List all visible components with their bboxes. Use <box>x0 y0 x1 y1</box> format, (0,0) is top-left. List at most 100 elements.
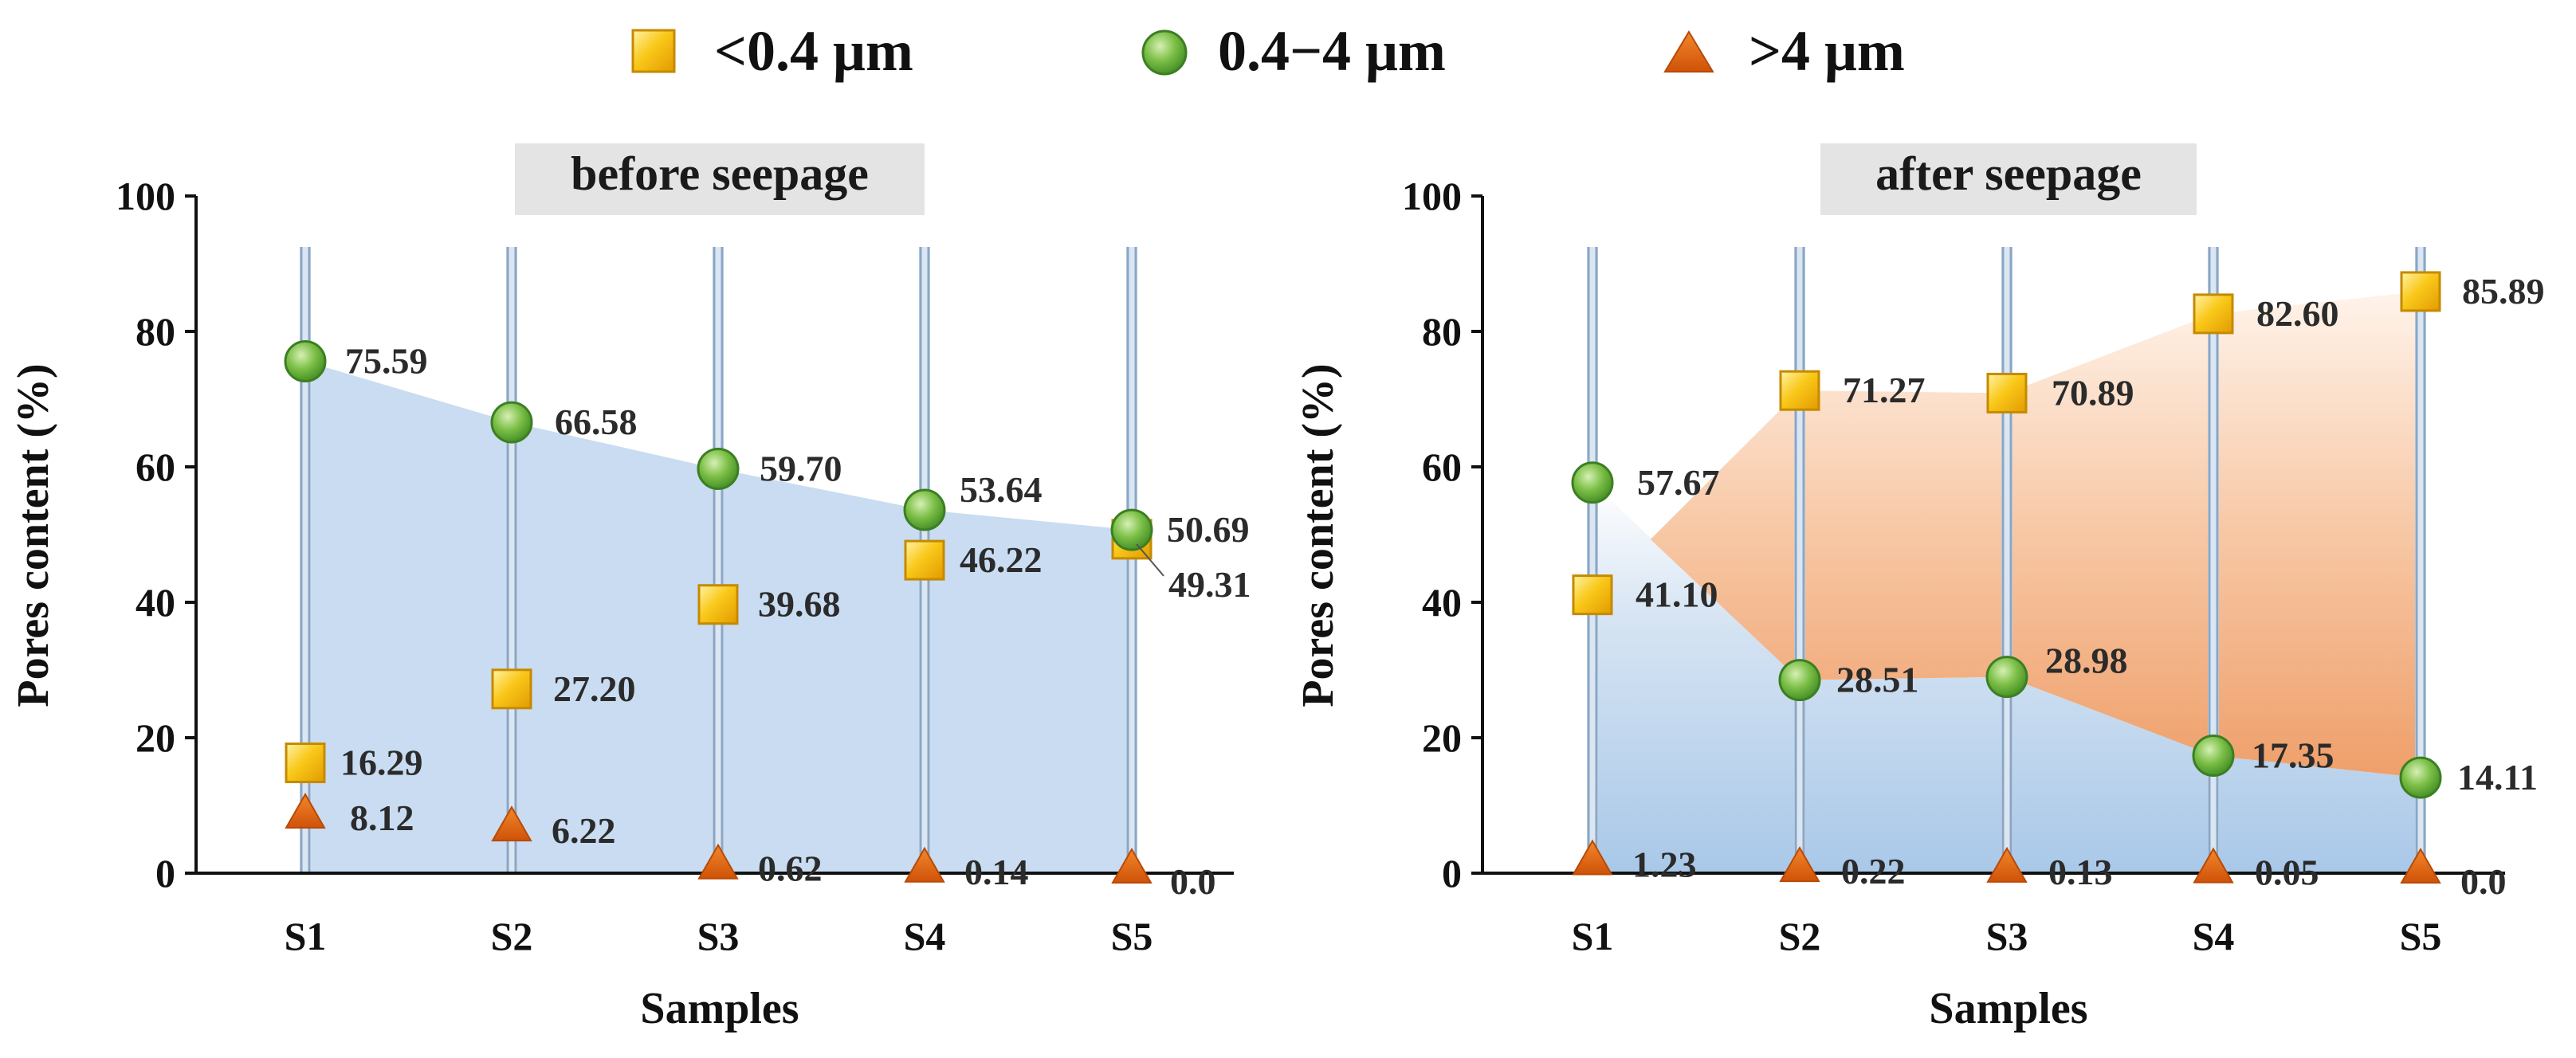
y-tick-label: 60 <box>135 445 175 489</box>
data-label: 17.35 <box>2252 735 2334 776</box>
chart-before-seepage: before seepage 0 20 40 60 80 100 S1 S2 S3 S4 S5 Samp… <box>9 143 1251 1033</box>
legend: <0.4 μm 0.4−4 μm >4 μm <box>631 19 1905 83</box>
data-label: 57.67 <box>1637 462 1720 503</box>
series-small-pores <box>1572 271 2441 616</box>
data-label: 0.22 <box>1841 851 1906 891</box>
data-label: 1.23 <box>1632 844 1697 885</box>
data-point-square <box>2400 271 2441 312</box>
data-point-circle <box>903 488 946 531</box>
y-tick-label: 60 <box>1422 445 1462 489</box>
data-label: 0.62 <box>758 848 823 889</box>
y-tick-label: 100 <box>116 174 175 218</box>
data-label: 27.20 <box>553 668 636 709</box>
legend-label-small: <0.4 μm <box>714 19 913 83</box>
data-label: 0.14 <box>964 852 1029 892</box>
data-label: 0.13 <box>2048 852 2113 892</box>
circle-icon <box>1141 29 1188 76</box>
data-label: 46.22 <box>960 539 1043 580</box>
x-tick-label-S3: S3 <box>1986 914 2028 958</box>
data-point-circle <box>284 339 327 382</box>
data-label: 71.27 <box>1843 370 1926 410</box>
area-fill-small-pores <box>1650 291 2421 778</box>
x-tick-label-S2: S2 <box>491 914 533 958</box>
chart-after-seepage: after seepage 0 20 40 60 80 100 S1 S2 S3 S4 S5 Sampl… <box>1294 143 2545 1033</box>
data-point-triangle <box>2400 847 2441 884</box>
x-tick-label-S5: S5 <box>1111 914 1153 958</box>
data-label: 16.29 <box>340 743 423 783</box>
data-label: 0.0 <box>1170 861 1216 902</box>
data-point-circle <box>1110 508 1153 551</box>
data-label: 39.68 <box>758 584 841 625</box>
data-label: 0.0 <box>2460 861 2507 902</box>
y-axis-label: Pores content (%) <box>1294 363 1343 707</box>
chart-title: before seepage <box>571 147 869 200</box>
series-large-pores <box>1572 839 2441 884</box>
data-point-square <box>697 584 739 625</box>
data-point-circle <box>1778 659 1821 702</box>
legend-item-medium-pores: 0.4−4 μm <box>1141 19 1446 83</box>
data-point-square <box>2193 293 2234 335</box>
x-tick-label-S5: S5 <box>2400 914 2442 958</box>
data-label: 28.98 <box>2045 641 2128 681</box>
data-point-triangle <box>1572 839 1613 876</box>
data-point-circle <box>490 401 533 444</box>
data-point-square <box>285 743 326 784</box>
y-axis-label: Pores content (%) <box>9 363 58 707</box>
y-tick-label: 40 <box>1422 580 1462 625</box>
data-label: 66.58 <box>555 402 638 442</box>
y-tick-label: 0 <box>155 851 175 895</box>
chart-title-box <box>515 143 925 215</box>
data-point-triangle <box>1111 847 1153 884</box>
y-tick-label: 40 <box>135 580 175 625</box>
data-point-triangle <box>1986 846 2028 883</box>
y-tick-label: 80 <box>135 309 175 354</box>
data-point-square <box>1779 370 1820 411</box>
data-label: 28.51 <box>1836 660 1919 700</box>
data-label: 75.59 <box>345 340 428 381</box>
y-tick-label: 20 <box>1422 715 1462 760</box>
chart-title: after seepage <box>1875 147 2142 200</box>
series-medium-pores <box>1571 461 2442 799</box>
x-tick-label-S4: S4 <box>2193 914 2235 958</box>
y-tick-label: 80 <box>1422 309 1462 354</box>
data-point-triangle <box>904 846 945 883</box>
series-medium-pores <box>284 339 1153 551</box>
y-tick-label: 100 <box>1402 174 1462 218</box>
data-point-triangle <box>697 843 739 880</box>
x-tick-label-S3: S3 <box>697 914 740 958</box>
x-tick-label-S1: S1 <box>285 914 327 958</box>
data-label: 70.89 <box>2052 372 2134 413</box>
triangle-icon <box>1663 30 1714 72</box>
data-point-square <box>1986 372 2028 413</box>
legend-item-large-pores: >4 μm <box>1663 19 1905 83</box>
data-label: 49.31 <box>1168 564 1251 605</box>
x-tick-label-S4: S4 <box>904 914 946 958</box>
data-point-square <box>491 668 532 710</box>
data-point-triangle <box>2193 847 2234 884</box>
data-point-circle <box>697 448 740 491</box>
square-icon <box>631 29 676 73</box>
data-label: 50.69 <box>1167 509 1250 550</box>
legend-label-large: >4 μm <box>1749 19 1905 83</box>
x-tick-label-S1: S1 <box>1572 914 1614 958</box>
y-tick-label: 0 <box>1442 851 1462 895</box>
series-large-pores <box>285 792 1153 884</box>
data-label: 53.64 <box>960 469 1043 510</box>
label-leader-line <box>1136 543 1164 577</box>
x-axis-label: Samples <box>1929 984 2087 1033</box>
legend-item-small-pores: <0.4 μm <box>631 19 913 83</box>
data-label: 6.22 <box>552 810 616 851</box>
data-label: 41.10 <box>1636 574 1718 615</box>
legend-label-medium: 0.4−4 μm <box>1218 19 1446 83</box>
data-label: 85.89 <box>2462 271 2545 312</box>
data-point-triangle <box>285 792 326 829</box>
data-point-circle <box>1571 461 1614 504</box>
data-label: 82.60 <box>2256 293 2339 334</box>
chart-title-box <box>1820 143 2197 215</box>
data-label: 59.70 <box>760 449 842 489</box>
data-point-triangle <box>1779 846 1820 883</box>
x-tick-label-S2: S2 <box>1779 914 1821 958</box>
data-point-circle <box>2399 756 2442 799</box>
data-point-triangle <box>491 805 532 842</box>
